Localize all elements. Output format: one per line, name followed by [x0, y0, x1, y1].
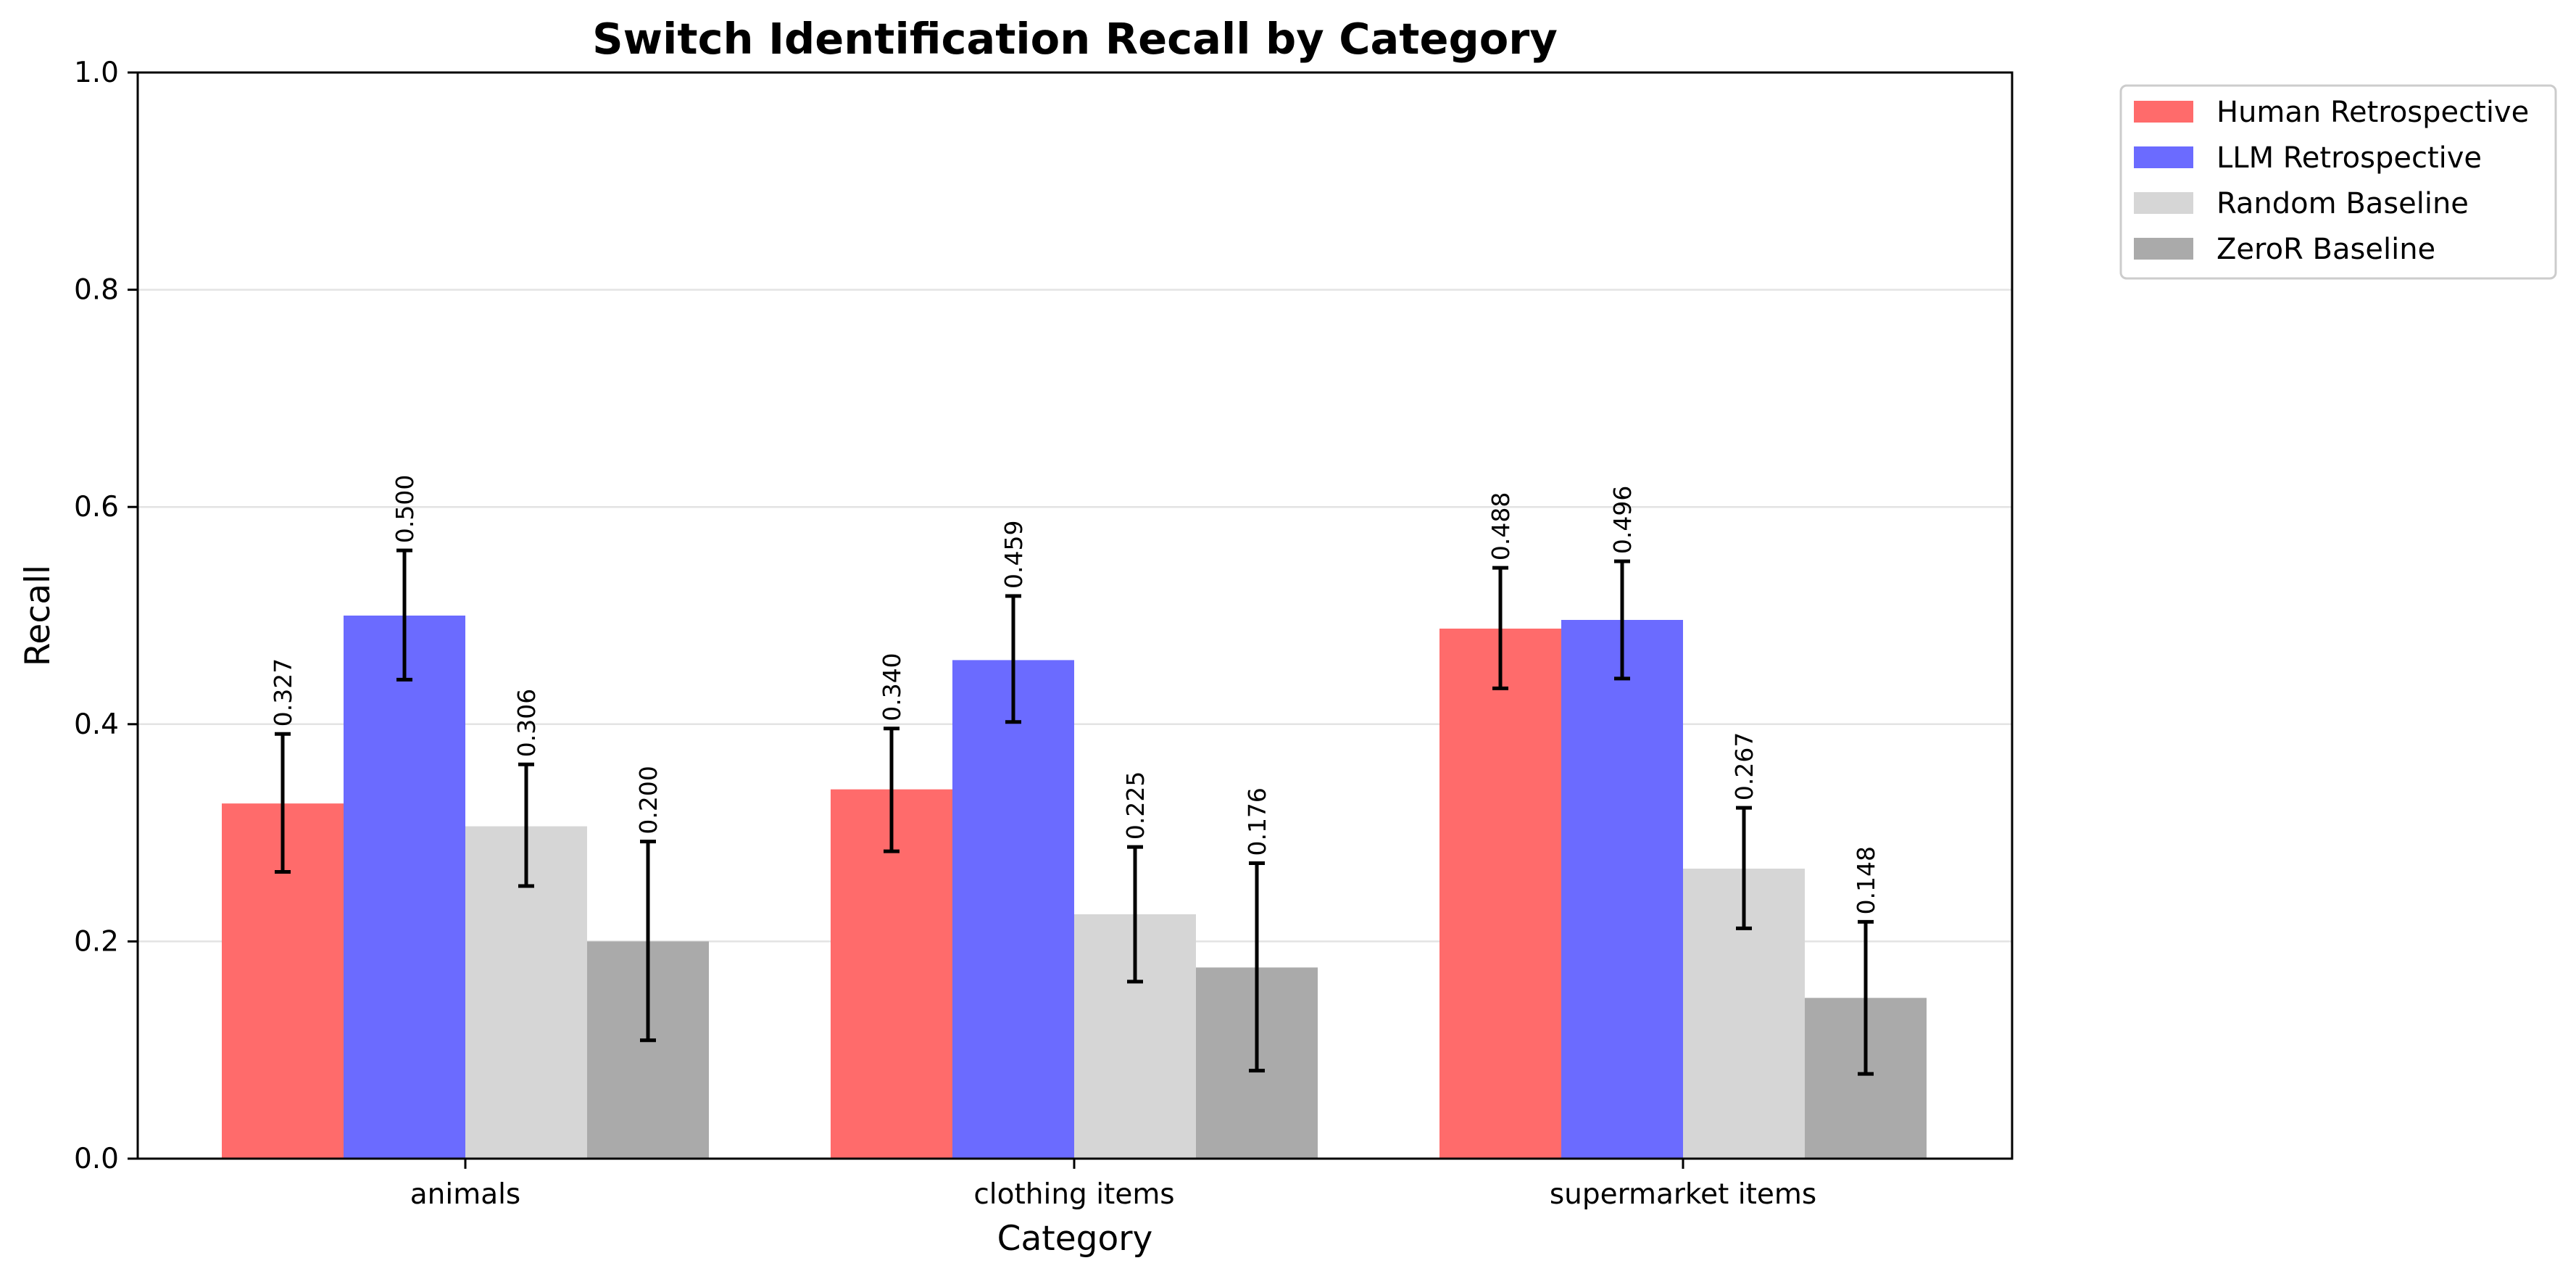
bar	[952, 660, 1074, 1159]
data-label: 0.500	[391, 475, 419, 543]
legend-swatch	[2134, 192, 2193, 214]
axes: 0.0 0.2 0.4 0.6 0.8 1.0 animals clothing items s…	[74, 57, 1816, 1211]
y-tick-label: 0.6	[74, 491, 119, 523]
x-axis-label: Category	[997, 1219, 1153, 1259]
data-label: 0.496	[1608, 486, 1637, 554]
data-label: 0.267	[1730, 732, 1758, 800]
legend-label: Random Baseline	[2216, 187, 2469, 220]
data-label: 0.306	[512, 689, 541, 757]
y-tick-label: 0.0	[74, 1143, 119, 1175]
bar	[1439, 628, 1561, 1159]
legend-swatch	[2134, 146, 2193, 168]
data-labels: 0.327 0.500 0.306 0.200 0.340 0.459 0.225 0.176…	[269, 475, 1880, 915]
x-tick-label: supermarket items	[1550, 1178, 1816, 1211]
data-label: 0.459	[1000, 521, 1028, 589]
x-tick-label: clothing items	[973, 1178, 1174, 1211]
legend-label: Human Retrospective	[2216, 96, 2529, 129]
legend-box	[2119, 84, 2557, 280]
data-label: 0.148	[1852, 846, 1880, 914]
chart-title: Switch Identification Recall by Category	[592, 14, 1558, 64]
bars	[222, 616, 1927, 1159]
y-tick-label: 0.2	[74, 925, 119, 958]
bar	[344, 616, 465, 1159]
data-label: 0.488	[1487, 492, 1515, 560]
legend-swatch	[2134, 101, 2193, 123]
y-tick-label: 0.4	[74, 708, 119, 741]
legend-label: LLM Retrospective	[2216, 141, 2482, 175]
y-axis-label: Recall	[18, 565, 58, 666]
bar	[1561, 619, 1683, 1159]
data-label: 0.340	[878, 653, 906, 721]
x-tick-label: animals	[410, 1178, 521, 1211]
legend-swatch	[2134, 238, 2193, 260]
data-label: 0.327	[269, 658, 297, 727]
error-bars	[275, 548, 1874, 1076]
y-tick-label: 1.0	[74, 57, 119, 89]
data-label: 0.200	[634, 766, 662, 834]
legend: Human Retrospective LLM Retrospective Rand…	[2119, 84, 2557, 280]
data-label: 0.225	[1121, 771, 1150, 840]
legend-label: ZeroR Baseline	[2216, 233, 2435, 266]
data-label: 0.176	[1243, 787, 1271, 856]
y-tick-label: 0.8	[74, 274, 119, 307]
